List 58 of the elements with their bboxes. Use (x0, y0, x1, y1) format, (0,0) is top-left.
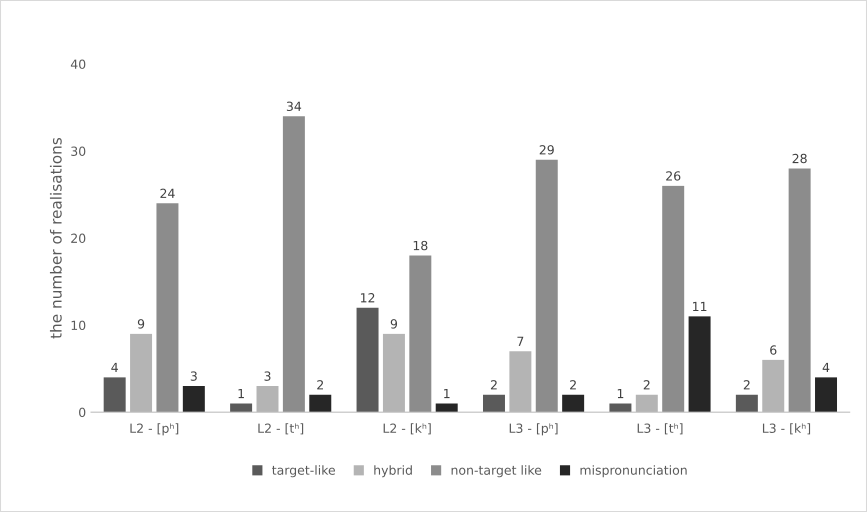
data-label: 12 (360, 293, 374, 302)
bar (815, 377, 838, 412)
bar (409, 255, 432, 412)
x-tick-label: L3 - [pʰ] (510, 423, 558, 436)
y-axis-title: the number of realisations (50, 138, 62, 339)
data-label: 2 (570, 380, 576, 390)
bar (562, 394, 584, 412)
bar (104, 377, 126, 412)
bar (536, 160, 558, 412)
data-label: 9 (138, 319, 144, 329)
data-label: 34 (286, 102, 302, 112)
bar (609, 403, 632, 412)
legend-label: non-target like (452, 465, 542, 478)
x-tick-label: L2 - [kʰ] (384, 423, 431, 434)
data-label: 9 (390, 319, 398, 329)
legend-label: mispronunciation (580, 465, 687, 478)
y-tick-label: 10 (72, 320, 86, 330)
data-label: 3 (264, 371, 270, 381)
legend-label: target-like (272, 465, 336, 478)
bar (156, 203, 178, 412)
x-tick-label: L2 - [tʰ] (258, 423, 304, 434)
data-label: 2 (490, 380, 497, 390)
data-label: 2 (744, 380, 750, 390)
data-label: 2 (317, 380, 323, 390)
x-tick-label: L3 - [tʰ] (638, 423, 682, 434)
bar (482, 394, 505, 412)
data-label: 2 (644, 380, 650, 390)
data-label: 1 (238, 388, 244, 398)
data-label: 7 (517, 336, 524, 346)
bar (662, 186, 684, 412)
bar (309, 394, 332, 412)
data-label: 3 (190, 371, 197, 381)
y-tick-label: 30 (71, 146, 86, 156)
data-label: 26 (666, 171, 680, 181)
data-label: 18 (414, 240, 428, 250)
y-tick-label: 0 (79, 408, 86, 418)
bar (688, 316, 711, 412)
data-label: 1 (618, 388, 624, 398)
bar (356, 308, 379, 412)
data-label: 29 (540, 145, 554, 155)
data-label: 4 (111, 362, 118, 372)
data-label: 1 (444, 388, 450, 398)
data-label: 28 (792, 154, 807, 164)
bar (182, 386, 205, 412)
bar (788, 168, 811, 412)
bar (436, 403, 458, 412)
bar (230, 403, 252, 412)
data-label: 6 (770, 345, 776, 355)
x-tick-label: L3 - [kʰ] (762, 423, 810, 434)
data-label: 4 (822, 362, 830, 372)
y-tick-label: 20 (71, 234, 86, 244)
bar (736, 394, 758, 412)
legend-label: hybrid (374, 465, 412, 478)
y-tick-label: 40 (70, 59, 86, 69)
data-label: 11 (693, 302, 706, 312)
x-tick-label: L2 - [pʰ] (130, 423, 178, 436)
data-label: 24 (160, 188, 175, 198)
bar (282, 116, 305, 412)
